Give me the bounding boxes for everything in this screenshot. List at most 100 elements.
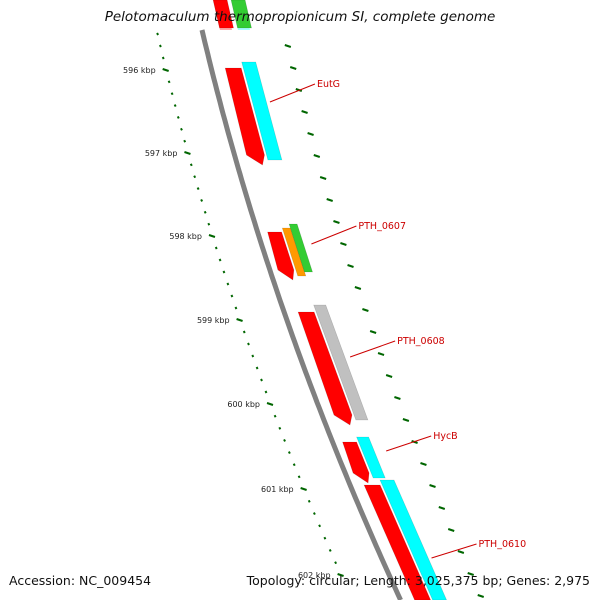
red-cds-pth0610 (363, 484, 431, 600)
kbp-minor-tick (189, 163, 193, 167)
feature-track-tick (429, 484, 436, 488)
feature-track-tick (420, 462, 427, 466)
feature-track-tick (289, 66, 297, 70)
kbp-minor-tick (287, 451, 291, 455)
kbp-minor-tick (161, 56, 165, 60)
kbp-minor-tick (170, 92, 174, 96)
kbp-minor-tick (158, 44, 162, 48)
kbp-minor-tick (264, 390, 268, 394)
kbp-minor-tick (334, 561, 338, 565)
kbp-minor-tick (203, 210, 207, 214)
feature-track-tick (438, 506, 446, 510)
cyan-feature-eutg (241, 61, 283, 161)
feature-track-tick (319, 176, 327, 180)
kbp-minor-tick (193, 175, 197, 179)
red-cds-pth0608 (297, 311, 353, 426)
kbp-minor-tick (218, 258, 222, 262)
gene-label-leader (311, 225, 357, 245)
map-title: Pelotomaculum thermopropionicum SI, comp… (104, 9, 496, 25)
green-feature-top (230, 0, 252, 29)
kbp-major-tick (300, 487, 307, 491)
kbp-minor-tick (328, 548, 332, 552)
feature-track-tick (457, 550, 465, 554)
feature-track-tick (301, 110, 308, 114)
kbp-minor-tick (312, 512, 316, 516)
kbp-minor-tick (297, 475, 301, 479)
red-cds-eutg (224, 67, 265, 166)
gene-label-leader (269, 83, 316, 103)
kbp-minor-tick (207, 222, 211, 226)
kbp-minor-tick (183, 139, 187, 143)
feature-track-tick (385, 374, 393, 378)
kbp-minor-tick (260, 378, 263, 382)
kbp-minor-tick (196, 187, 200, 191)
kbp-label: 596 kbp (123, 66, 156, 75)
gray-feature-pth0608 (313, 304, 369, 421)
kbp-minor-tick (278, 426, 282, 430)
feature-track-tick (402, 418, 410, 422)
kbp-minor-tick (273, 414, 277, 418)
gene-label-leader (431, 543, 477, 559)
kbp-minor-tick (214, 246, 218, 250)
feature-track-tick (477, 594, 485, 598)
kbp-major-tick (236, 318, 243, 322)
red-cds-hycb (342, 441, 370, 484)
kbp-major-tick (184, 151, 191, 155)
feature-track-tick (284, 44, 292, 48)
kbp-minor-tick (323, 536, 327, 540)
gene-label: PTH_0607 (358, 221, 406, 232)
cyan-feature-hycb (356, 436, 386, 479)
kbp-label: 600 kbp (227, 400, 260, 409)
kbp-minor-tick (283, 438, 286, 442)
genome-backbone (199, 29, 403, 600)
kbp-minor-tick (176, 115, 180, 119)
kbp-major-tick (337, 573, 344, 577)
cyan-feature-pth0610 (379, 479, 447, 600)
kbp-minor-tick (242, 330, 246, 334)
feature-track-tick (467, 572, 475, 576)
accession-text: Accession: NC_009454 (9, 573, 152, 588)
kbp-minor-tick (292, 463, 296, 467)
kbp-minor-tick (200, 198, 204, 202)
gene-label: PTH_0610 (479, 539, 527, 550)
kbp-minor-tick (307, 499, 311, 503)
gene-label-leader (349, 340, 396, 358)
kbp-minor-tick (156, 32, 159, 36)
feature-track-tick (313, 154, 321, 158)
kbp-major-tick (208, 234, 216, 238)
feature-track-tick (394, 396, 401, 400)
feature-track-tick (347, 264, 354, 268)
kbp-minor-tick (230, 294, 234, 298)
kbp-minor-tick (251, 354, 255, 358)
kbp-minor-tick (318, 524, 321, 528)
gene-label: EutG (317, 79, 340, 90)
kbp-major-tick (162, 68, 169, 72)
kbp-minor-tick (226, 282, 230, 286)
topology-text: Topology: circular; Length: 3,025,375 bp… (246, 573, 590, 588)
feature-track-tick (333, 220, 340, 224)
feature-track-tick (369, 330, 377, 334)
feature-track-tick (307, 132, 314, 136)
kbp-minor-tick (234, 306, 238, 310)
feature-track-tick (326, 198, 334, 202)
feature-track-tick (340, 242, 347, 246)
feature-track-tick (447, 528, 455, 532)
kbp-minor-tick (180, 127, 183, 131)
kbp-label: 602 kbp (298, 571, 331, 580)
gene-label-leader (386, 435, 432, 452)
orange-feature-pth0607 (281, 227, 307, 277)
kbp-major-tick (266, 402, 274, 406)
kbp-minor-tick (222, 270, 226, 274)
red-feature-top (212, 0, 234, 29)
gene-label: PTH_0608 (397, 336, 445, 347)
feature-track-tick (354, 286, 362, 290)
green-feature-pth0607 (288, 223, 313, 273)
kbp-minor-tick (173, 104, 177, 108)
kbp-label: 601 kbp (261, 485, 294, 494)
feature-track-tick (362, 308, 369, 312)
kbp-minor-tick (247, 342, 250, 346)
kbp-label: 599 kbp (197, 316, 230, 325)
kbp-minor-tick (167, 80, 171, 84)
